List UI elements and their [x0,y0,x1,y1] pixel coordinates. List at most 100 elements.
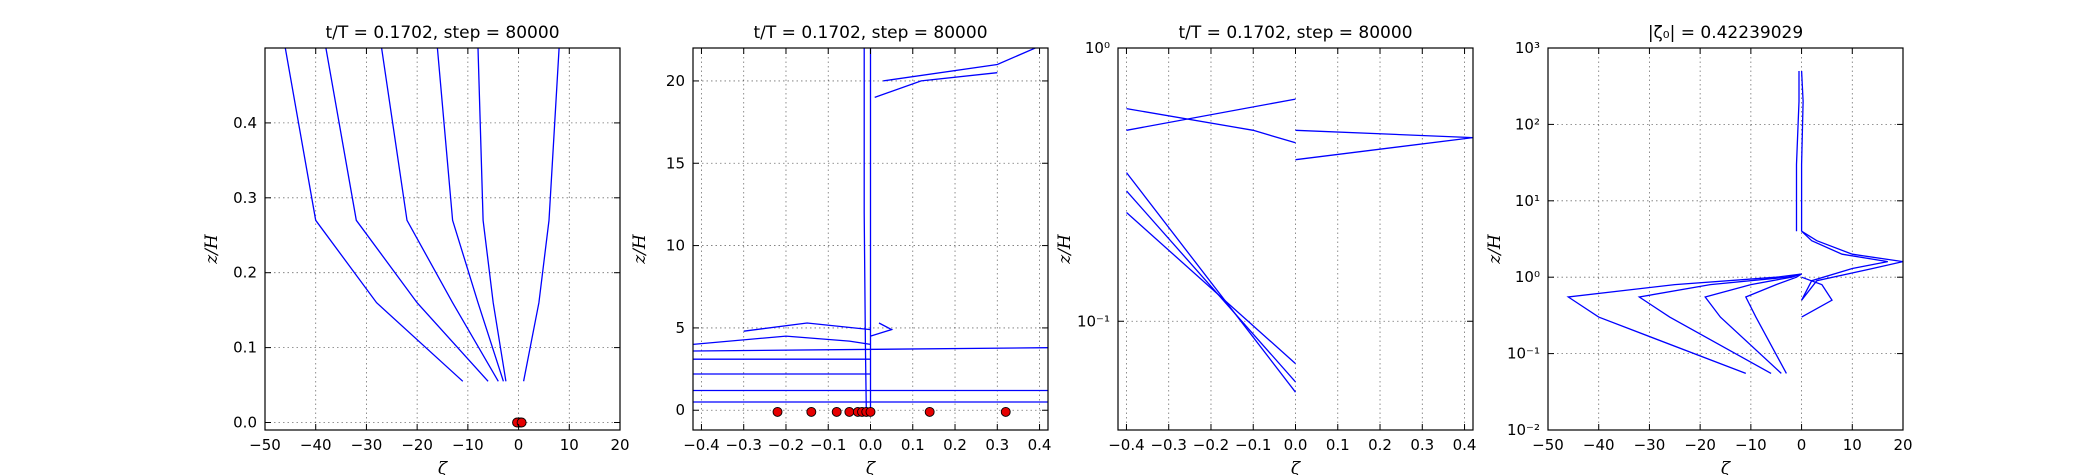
y-tick-label: 10³ [1515,39,1540,57]
series-line-2 [863,48,867,411]
x-tick-label: −0.1 [810,436,846,454]
series-line-4 [1126,98,1296,131]
series-group [284,48,560,382]
x-tick-label: −0.4 [1108,436,1144,454]
series-group [1566,70,1903,375]
y-tick-label: 0.3 [233,189,257,207]
series-line-7 [870,322,894,337]
y-tick-label: 0.2 [233,264,257,282]
x-tick-label: −50 [1532,436,1564,454]
y-tick-label: 15 [666,154,685,172]
series-line-6 [743,322,871,332]
y-tick-label: 10¹ [1515,192,1540,210]
x-tick-label: −30 [1634,436,1666,454]
y-tick-label: 10⁰ [1515,268,1540,286]
chart-title: |ζ₀| = 0.42239029 [1648,23,1803,43]
series-group [693,48,1048,411]
x-tick-label: −50 [249,436,281,454]
y-tick-label: 0.4 [233,114,257,132]
series-line-2 [1637,273,1802,374]
x-tick-label: 0 [1797,436,1807,454]
data-point [844,406,855,417]
x-tick-label: −0.2 [1193,436,1229,454]
x-axis-label: ζ [866,459,877,475]
x-tick-label: −10 [1735,436,1767,454]
x-tick-label: 0.1 [1326,436,1350,454]
series-line-5 [477,48,507,382]
y-tick-label: 10⁻² [1507,421,1540,439]
chart-panel-2: −0.4 −0.3 −0.2 −0.1 0.0 0.1 0.2 0.3 0.4 0 5 10 15 20 t… [630,23,1051,475]
series-line-1 [1125,172,1297,393]
x-axis-label: ζ [438,459,449,475]
chart-panel-1: −50 −40 −30 −20 −10 0 10 20 0.0 0.1 0.2 0.3 0.4 t/T =… [202,23,630,475]
series-line-3 [883,48,1036,82]
series-line-5 [1801,230,1903,301]
x-tick-label: 0 [514,436,524,454]
x-tick-label: −0.3 [725,436,761,454]
series-line-6 [522,48,560,382]
series-line-9 [1795,71,1800,232]
x-tick-label: 10 [1843,436,1862,454]
y-tick-label: 0.0 [233,414,257,432]
series-line-4 [874,72,998,99]
y-tick-label: 10² [1515,115,1540,133]
series-line-8 [693,347,1048,352]
x-tick-label: 0.0 [859,436,883,454]
data-point [831,406,842,417]
series-line-4 [1744,273,1802,374]
chart-title: t/T = 0.1702, step = 80000 [753,23,987,43]
x-tick-label: 0.4 [1028,436,1052,454]
data-point [772,406,783,417]
chart-title: t/T = 0.1702, step = 80000 [1178,23,1412,43]
series-line-3 [1126,212,1296,365]
data-point [1000,406,1011,417]
series-line-1 [284,48,464,382]
x-tick-label: 0.3 [1410,436,1434,454]
y-tick-label: 10 [666,237,685,255]
data-point [806,406,817,417]
series-line-5 [1126,107,1296,144]
axes-frame [264,47,621,431]
y-axis-label: z/H [630,233,650,265]
series-line-2 [325,48,489,382]
x-tick-label: 10 [560,436,579,454]
x-axis-label: ζ [1721,459,1732,475]
x-tick-label: −10 [452,436,484,454]
y-tick-label: 0 [675,401,685,419]
series-line-5 [693,335,871,346]
y-tick-label: 0.1 [233,339,257,357]
y-axis-label: z/H [202,233,222,265]
y-tick-label: 10⁻¹ [1507,345,1540,363]
series-line-2 [1126,190,1296,383]
x-tick-label: −0.3 [1150,436,1186,454]
series-line-7 [1801,276,1833,318]
x-tick-label: −0.1 [1235,436,1271,454]
series-line-6 [1295,129,1473,139]
x-tick-label: −0.4 [683,436,719,454]
series-line-4 [436,48,505,382]
x-tick-label: 0.2 [943,436,967,454]
series-line-6 [1801,230,1888,301]
series-line-7 [1295,136,1473,161]
x-axis-label: ζ [1291,459,1302,475]
data-point [516,417,527,428]
x-tick-label: 20 [610,436,629,454]
series-line-1 [1566,273,1802,375]
chart-panel-3: −0.4 −0.3 −0.2 −0.1 0.0 0.1 0.2 0.3 0.4 10⁻¹ 10⁰ t/… [1055,23,1476,475]
x-tick-label: 0.1 [901,436,925,454]
chart-title: t/T = 0.1702, step = 80000 [325,23,559,43]
y-tick-label: 5 [675,319,685,337]
y-axis-label: z/H [1485,233,1505,265]
y-tick-label: 10⁻¹ [1077,312,1110,330]
x-tick-label: −20 [1684,436,1716,454]
x-tick-label: −40 [300,436,332,454]
x-tick-label: −30 [351,436,383,454]
chart-panel-4: −50 −40 −30 −20 −10 0 10 20 10⁻² 10⁻¹ 10⁰ 10¹ 10² 10³… [1485,23,1913,475]
y-tick-label: 20 [666,72,685,90]
data-point [865,406,876,417]
x-tick-label: 0.0 [1284,436,1308,454]
x-tick-label: 0.3 [985,436,1009,454]
series-line-3 [380,48,499,382]
x-tick-label: 0.4 [1453,436,1477,454]
